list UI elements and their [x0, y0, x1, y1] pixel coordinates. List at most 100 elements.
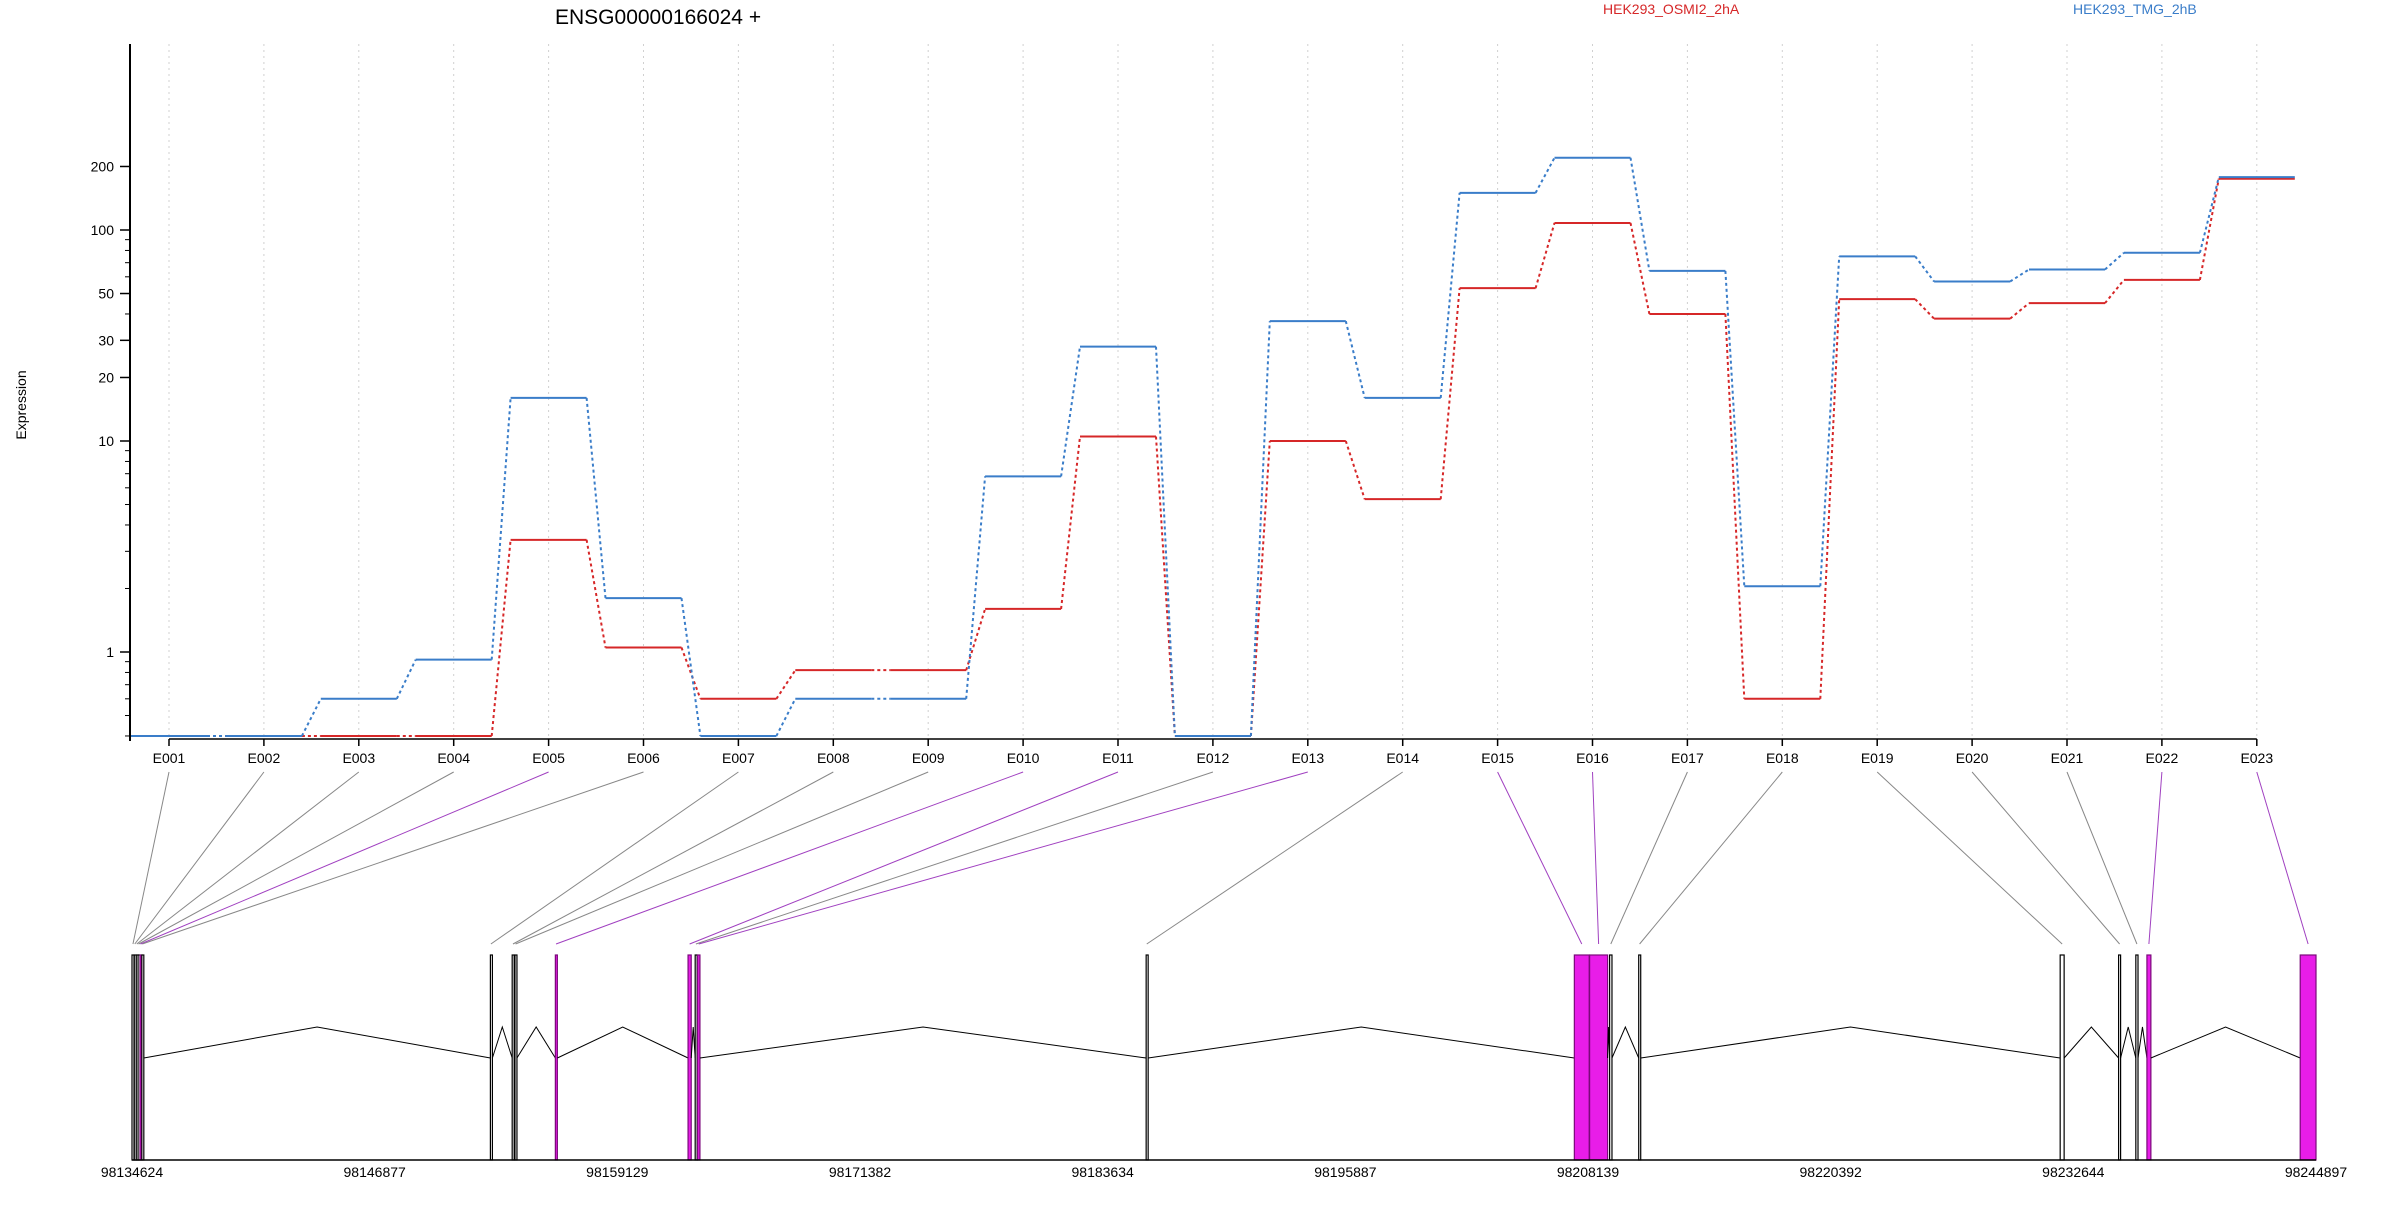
intron	[2120, 1026, 2137, 1059]
series-connector	[1724, 313, 1746, 699]
axes: 1 10 20 30 50 100 200 E001 E002 E003 E004 E005 E006 E…	[91, 44, 2273, 766]
x-tick-label: E001	[153, 750, 186, 766]
series-connector	[490, 539, 512, 737]
y-tick-label: 20	[98, 369, 114, 385]
genome-tick-label: 98134624	[101, 1164, 164, 1180]
intron	[516, 1026, 556, 1059]
series-connector	[965, 476, 987, 699]
x-tick-label: E012	[1197, 750, 1230, 766]
x-tick-label: E018	[1766, 750, 1799, 766]
x-tick-label: E004	[437, 750, 470, 766]
genome-tick-label: 98244897	[2285, 1164, 2348, 1180]
series-connector	[1249, 321, 1271, 737]
series-connector	[585, 397, 607, 599]
series-connector	[395, 659, 417, 700]
x-tick-label: E010	[1007, 750, 1040, 766]
exon-connector	[2066, 771, 2138, 945]
grid-lines	[168, 44, 2258, 737]
series-connector	[301, 698, 322, 737]
series-connector	[775, 698, 797, 737]
series-connector	[1629, 222, 1651, 315]
exon-box	[2059, 954, 2065, 1161]
exon-box	[1638, 954, 1642, 1161]
series-connector	[1344, 320, 1366, 399]
x-tick-label: E007	[722, 750, 755, 766]
series-connector	[775, 669, 797, 700]
exon-connector	[140, 771, 549, 945]
series-connector	[1060, 346, 1081, 477]
series-connector	[2198, 176, 2220, 254]
series-connector	[1534, 222, 1556, 289]
y-tick-label: 30	[98, 332, 114, 348]
intron	[1148, 1026, 1575, 1059]
series-connector	[1819, 299, 1841, 699]
genome-tick-label: 98220392	[1800, 1164, 1863, 1180]
exon-box	[2299, 954, 2317, 1161]
x-tick-label: E015	[1481, 750, 1514, 766]
exon-box	[1145, 954, 1149, 1161]
exon-box	[554, 954, 558, 1161]
y-axis-label: Expression	[13, 370, 29, 439]
series-connector	[680, 598, 702, 737]
genome-tick-label: 98171382	[829, 1164, 892, 1180]
intron	[2150, 1026, 2301, 1059]
series-connector	[965, 608, 987, 671]
exon-box	[2146, 954, 2152, 1161]
exon-box	[514, 954, 518, 1161]
series-connector	[1724, 270, 1746, 587]
exon-connectors	[132, 771, 2309, 945]
genome-tick-label: 98183634	[1072, 1164, 1135, 1180]
series-connector	[585, 539, 607, 648]
exon-connector	[136, 771, 360, 945]
intron	[690, 1026, 696, 1059]
exon-connector	[142, 771, 644, 945]
x-tick-label: E017	[1671, 750, 1704, 766]
exon-box	[1573, 954, 1590, 1161]
y-tick-label: 200	[91, 158, 115, 174]
x-tick-label: E016	[1576, 750, 1609, 766]
x-tick-label: E011	[1102, 750, 1134, 766]
series-0	[131, 177, 2295, 737]
series-connector	[1344, 440, 1366, 500]
exon-connector	[689, 771, 1119, 945]
series-connector	[1534, 157, 1556, 194]
exon-connector	[1146, 771, 1403, 945]
y-tick-label: 50	[98, 286, 114, 302]
series-connector	[490, 397, 512, 660]
series-1	[131, 156, 2295, 737]
x-tick-label: E022	[2146, 750, 2179, 766]
genome-tick-label: 98146877	[344, 1164, 407, 1180]
exon-connector	[132, 771, 170, 945]
x-tick-label: E002	[248, 750, 281, 766]
exon-connector	[555, 771, 1024, 945]
intron	[2137, 1026, 2148, 1059]
exon-connector	[1876, 771, 2063, 945]
series-connector	[1155, 436, 1176, 737]
exon-box	[1609, 954, 1613, 1161]
genome-tick-label: 98159129	[586, 1164, 649, 1180]
genome-tick-label: 98208139	[1557, 1164, 1620, 1180]
exon-box	[1588, 954, 1609, 1161]
exon-connector	[490, 771, 739, 945]
series-connector	[1439, 192, 1461, 399]
exon-connector	[1610, 771, 1688, 945]
exon-box	[687, 954, 692, 1161]
intron	[143, 1026, 491, 1059]
exon-connector	[134, 771, 265, 945]
series-connector	[1629, 157, 1651, 272]
series-connector	[2198, 178, 2220, 281]
legend-entry-osmi: HEK293_OSMI2_2hA	[1603, 1, 1740, 17]
exon-connector	[512, 771, 834, 945]
exon-connector	[1592, 771, 1600, 945]
series-connector	[1914, 255, 1935, 283]
x-tick-label: E005	[532, 750, 565, 766]
intron	[491, 1025, 513, 1059]
series-connector	[1155, 346, 1176, 737]
x-tick-label: E009	[912, 750, 945, 766]
series-connector	[680, 647, 702, 700]
intron	[1640, 1026, 2061, 1059]
x-tick-label: E019	[1861, 750, 1894, 766]
series-connector	[1060, 436, 1081, 610]
